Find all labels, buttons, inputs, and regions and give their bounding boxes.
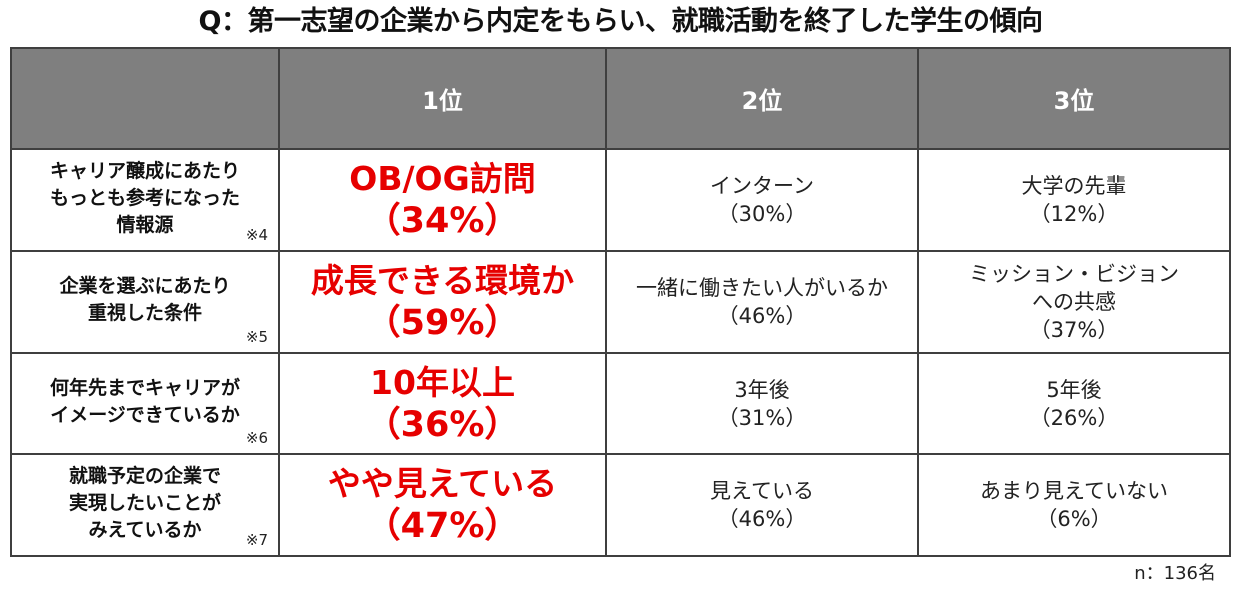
- rank-1-answer: OB/OG訪問 （34%）: [278, 148, 607, 252]
- question-text: 就職予定の企業で 実現したいことが みえているか: [68, 464, 221, 541]
- rank-3-answer: あまり見えていない （6%）: [917, 453, 1231, 557]
- rank-3-answer: ミッション・ビジョン への共感 （37%）: [917, 250, 1231, 354]
- answer-percent: （47%）: [365, 506, 520, 546]
- answer-percent: （59%）: [365, 303, 520, 343]
- answer-label: やや見えている: [327, 464, 558, 503]
- table-row: 就職予定の企業で 実現したいことが みえているか ※7 やや見えている （47%…: [10, 453, 1231, 557]
- rank-3-answer: 5年後 （26%）: [917, 352, 1231, 455]
- rank-2-answer: 一緒に働きたい人がいるか （46%）: [605, 250, 919, 354]
- answer-label: 見えている: [710, 479, 814, 503]
- rank-2-answer: インターン （30%）: [605, 148, 919, 252]
- page-title: Q：第一志望の企業から内定をもらい、就職活動を終了した学生の傾向: [198, 6, 1043, 37]
- table-row: 何年先までキャリアが イメージできているか ※6 10年以上 （36%） 3年後…: [10, 352, 1231, 455]
- footnote-mark: ※7: [245, 531, 268, 549]
- header-row: 1位 2位 3位: [10, 47, 1231, 150]
- header-corner: [10, 47, 280, 150]
- answer-percent: （46%）: [717, 507, 807, 531]
- answer-percent: （30%）: [717, 202, 807, 226]
- answer-percent: （6%）: [1036, 507, 1112, 531]
- answer-percent: （26%）: [1029, 405, 1119, 430]
- answer-label: 10年以上: [370, 362, 515, 402]
- row-question: 就職予定の企業で 実現したいことが みえているか ※7: [10, 453, 280, 557]
- answer-percent: （12%）: [1029, 202, 1119, 226]
- question-text: 何年先までキャリアが イメージできているか: [49, 376, 240, 426]
- question-text: 企業を選ぶにあたり 重視した条件: [59, 275, 231, 324]
- row-question: 企業を選ぶにあたり 重視した条件 ※5: [10, 250, 280, 354]
- rank-1-answer: 成長できる環境か （59%）: [278, 250, 607, 354]
- survey-table: 1位 2位 3位 キャリア醸成にあたり もっとも参考になった 情報源 ※4 OB…: [10, 47, 1231, 557]
- answer-percent: （34%）: [365, 201, 520, 241]
- header-rank-2: 2位: [605, 47, 919, 150]
- rank-3-answer: 大学の先輩 （12%）: [917, 148, 1231, 252]
- table-row: キャリア醸成にあたり もっとも参考になった 情報源 ※4 OB/OG訪問 （34…: [10, 148, 1231, 252]
- answer-percent: （36%）: [365, 404, 520, 445]
- table-row: 企業を選ぶにあたり 重視した条件 ※5 成長できる環境か （59%） 一緒に働き…: [10, 250, 1231, 354]
- answer-percent: （31%）: [717, 405, 807, 430]
- answer-label: 3年後: [734, 377, 790, 402]
- footnote-mark: ※6: [245, 429, 268, 447]
- answer-label: 大学の先輩: [1021, 174, 1127, 198]
- row-question: キャリア醸成にあたり もっとも参考になった 情報源 ※4: [10, 148, 280, 252]
- rank-2-answer: 見えている （46%）: [605, 453, 919, 557]
- rank-1-answer: 10年以上 （36%）: [278, 352, 607, 455]
- answer-label: OB/OG訪問: [349, 159, 536, 198]
- answer-label: 5年後: [1046, 377, 1102, 402]
- answer-label: 成長できる環境か: [310, 261, 575, 300]
- row-question: 何年先までキャリアが イメージできているか ※6: [10, 352, 280, 455]
- header-rank-3: 3位: [917, 47, 1231, 150]
- footnote-mark: ※5: [245, 328, 268, 346]
- answer-percent: （37%）: [1029, 318, 1119, 342]
- answer-label: ミッション・ビジョン への共感: [969, 262, 1179, 314]
- rank-1-answer: やや見えている （47%）: [278, 453, 607, 557]
- header-rank-1: 1位: [278, 47, 607, 150]
- rank-2-answer: 3年後 （31%）: [605, 352, 919, 455]
- answer-label: インターン: [710, 174, 814, 198]
- answer-percent: （46%）: [717, 304, 807, 328]
- answer-label: あまり見えていない: [980, 479, 1168, 503]
- question-text: キャリア醸成にあたり もっとも参考になった 情報源: [49, 159, 240, 236]
- answer-label: 一緒に働きたい人がいるか: [636, 276, 888, 300]
- footnote-mark: ※4: [245, 226, 268, 244]
- sample-size-note: n：136名: [1134, 563, 1216, 584]
